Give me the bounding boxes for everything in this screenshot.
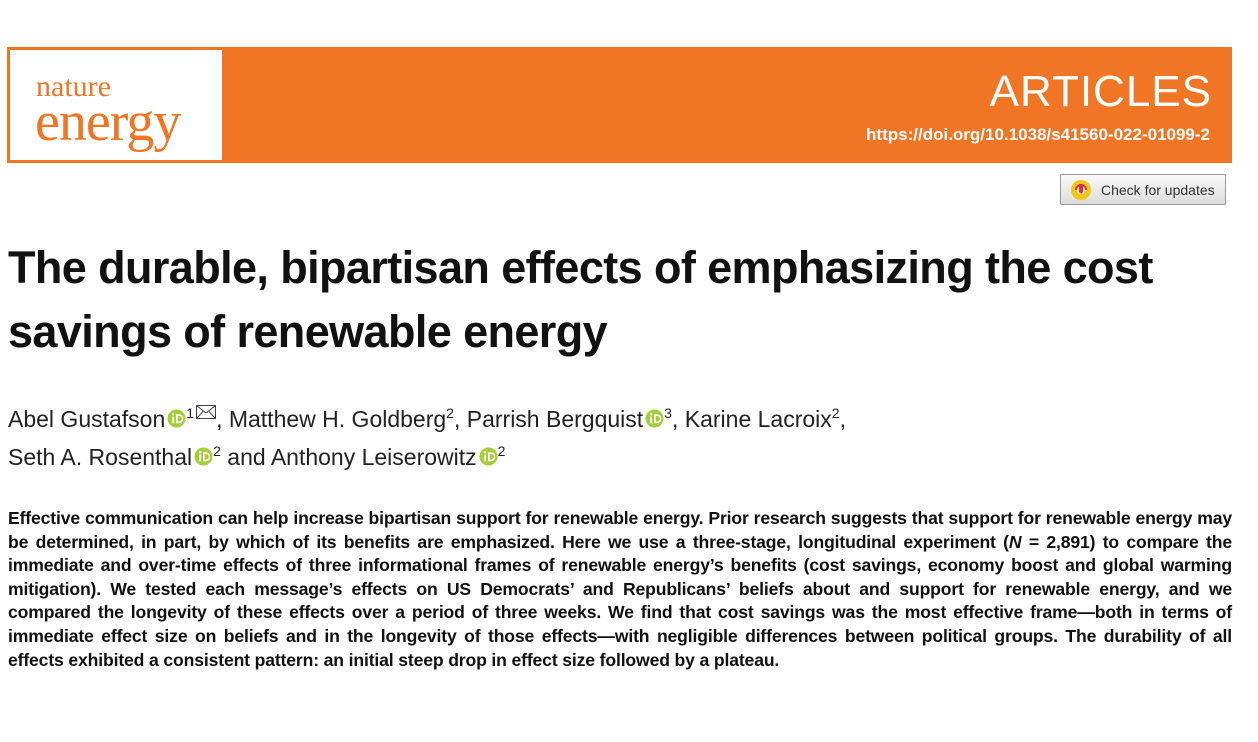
author-name[interactable]: Parrish Bergquist: [466, 406, 644, 432]
author-name[interactable]: Abel Gustafson: [8, 406, 166, 432]
abstract-text: Effective communication can help increas…: [8, 508, 1232, 552]
author-name[interactable]: Anthony Leiserowitz: [270, 444, 477, 470]
logo-energy: energy: [35, 91, 181, 153]
orcid-glyph: [479, 447, 498, 466]
orcid-icon[interactable]: [643, 406, 664, 432]
orcid-glyph: [645, 409, 664, 428]
separator: ,: [839, 406, 846, 432]
separator: ,: [216, 406, 229, 432]
author-list: Abel Gustafson 1, Matthew H. Goldberg2, P…: [8, 400, 846, 476]
orcid-glyph: [194, 447, 213, 466]
separator: ,: [671, 406, 685, 432]
affiliation: 2: [213, 443, 221, 459]
affiliation: 1: [186, 405, 195, 421]
author-line: Abel Gustafson 1, Matthew H. Goldberg2, P…: [8, 400, 846, 438]
updates-icon: [1071, 180, 1091, 200]
affiliation: 2: [497, 443, 506, 459]
check-updates-button[interactable]: Check for updates: [1060, 174, 1226, 205]
author-name[interactable]: Karine Lacroix: [684, 406, 832, 432]
journal-header: nature energy ARTICLES https://doi.org/1…: [7, 47, 1232, 163]
author-name[interactable]: Matthew H. Goldberg: [228, 406, 447, 432]
affiliation: 2: [831, 405, 840, 421]
journal-logo[interactable]: nature energy: [10, 50, 222, 160]
abstract-text: = 2,891) to compare the immediate and ov…: [8, 531, 1232, 670]
abstract-italic: N: [1008, 531, 1022, 552]
author-name[interactable]: Seth A. Rosenthal: [8, 444, 193, 470]
separator: and: [220, 444, 271, 470]
section-label: ARTICLES: [989, 67, 1212, 116]
orcid-icon[interactable]: [192, 444, 213, 470]
logo-nature: nature: [36, 70, 111, 103]
article-title: The durable, bipartisan effects of empha…: [8, 242, 1153, 357]
orcid-icon[interactable]: [165, 406, 186, 432]
email-icon[interactable]: [194, 405, 217, 432]
envelope: [196, 405, 217, 419]
author-line: Seth A. Rosenthal 2 and Anthony Leiserowi…: [8, 438, 846, 476]
doi-link[interactable]: https://doi.org/10.1038/s41560-022-01099…: [866, 125, 1210, 144]
affiliation: 3: [664, 405, 672, 421]
orcid-icon[interactable]: [477, 444, 498, 470]
separator: ,: [453, 406, 467, 432]
check-updates-text: Check for updates: [1101, 182, 1215, 198]
orcid-glyph: [167, 409, 186, 428]
affiliation: 2: [446, 405, 454, 421]
abstract: Effective communication can help increas…: [8, 507, 1232, 672]
